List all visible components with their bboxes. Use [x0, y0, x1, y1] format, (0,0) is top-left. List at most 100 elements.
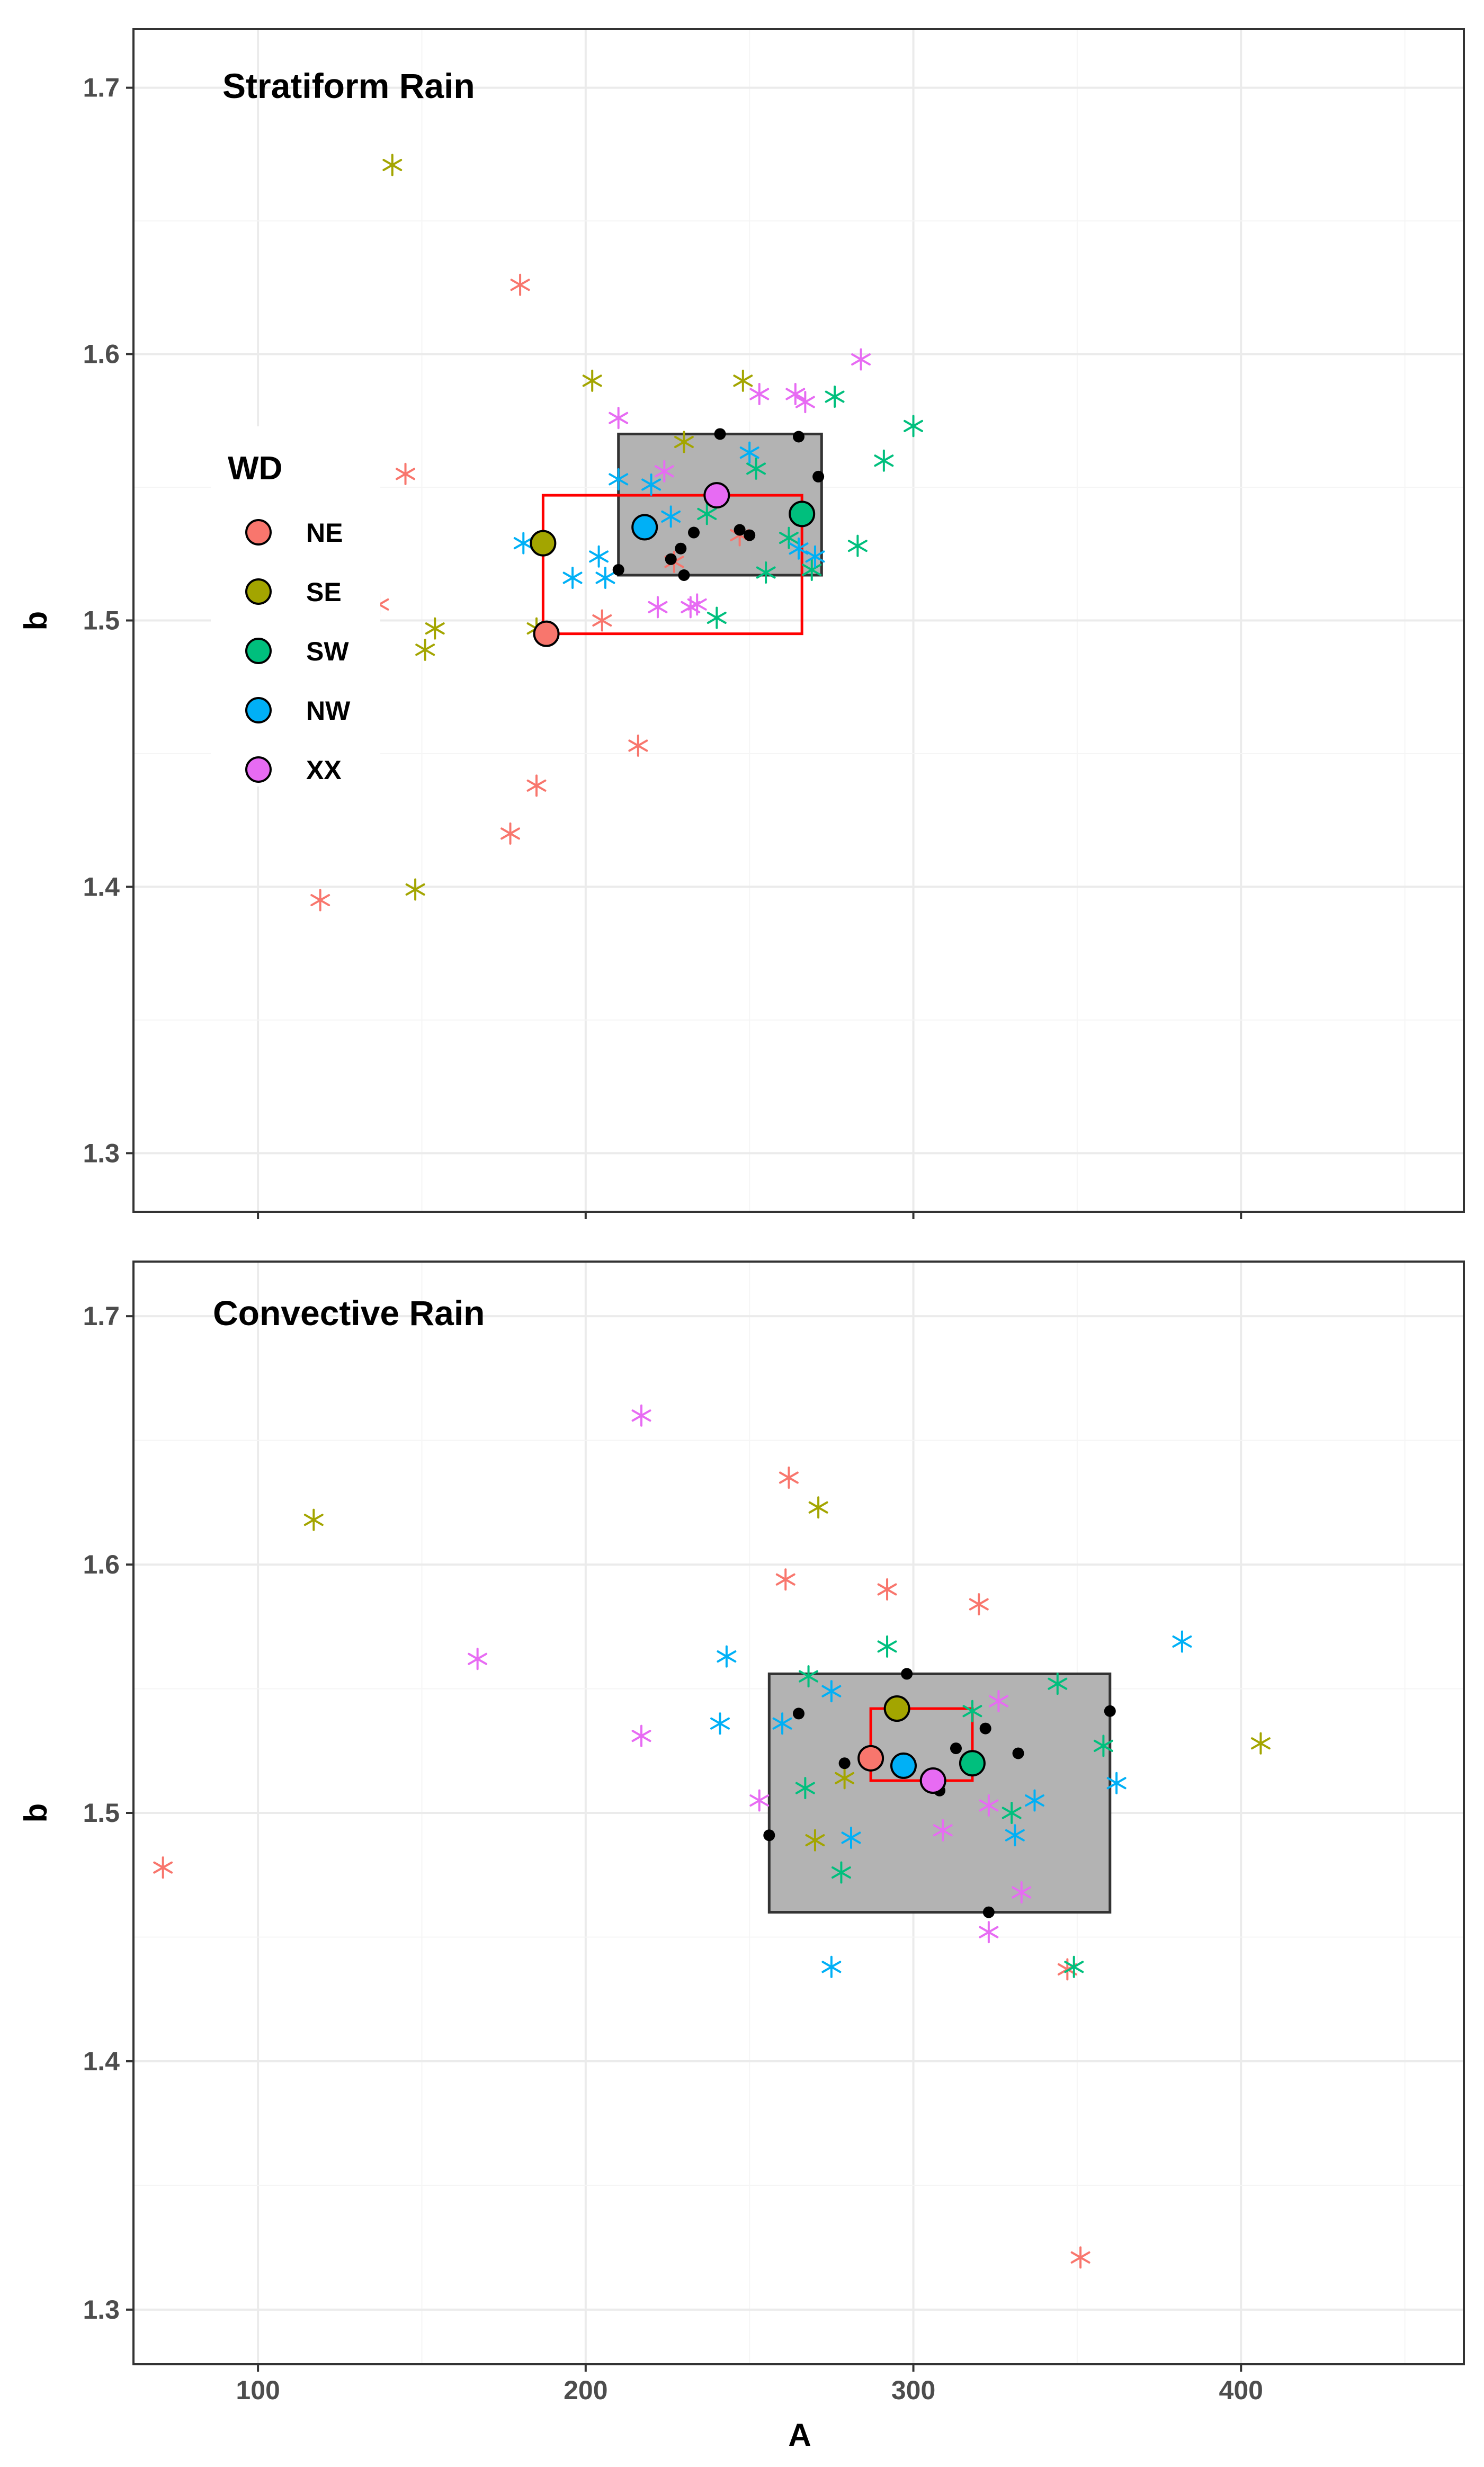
point-sw: [1048, 1673, 1068, 1695]
point-sw: [802, 558, 822, 581]
point-sw: [1093, 1735, 1113, 1757]
legend-key-ne: [245, 519, 272, 546]
black-point: [665, 553, 677, 565]
point-xx: [631, 1724, 651, 1747]
star-stroke: [772, 1717, 792, 1730]
star-stroke: [739, 446, 759, 459]
black-point: [678, 569, 690, 582]
black-points: [612, 428, 825, 582]
point-se: [1250, 1732, 1271, 1755]
point-nw: [513, 532, 533, 555]
star-stroke: [746, 462, 766, 475]
point-se: [405, 878, 425, 901]
black-point: [1012, 1747, 1024, 1759]
point-xx: [785, 383, 806, 406]
point-ne: [877, 1578, 897, 1601]
y-tick-label: 1.6: [83, 339, 120, 369]
black-point: [763, 1829, 775, 1842]
point-se: [582, 369, 602, 392]
star-stroke: [1005, 1829, 1025, 1842]
x-tick-label: 100: [236, 2375, 280, 2405]
mean-point-nw: [631, 514, 658, 541]
mean-point-ne: [857, 1745, 884, 1772]
star-stroke: [904, 419, 924, 432]
star-stroke: [877, 1640, 897, 1653]
point-nw: [805, 545, 825, 568]
point-nw: [772, 1712, 792, 1735]
point-nw: [609, 468, 629, 490]
point-xx: [749, 1789, 770, 1812]
star-stroke: [674, 436, 694, 449]
black-point: [688, 526, 700, 539]
grid-lines: [133, 29, 1464, 1212]
point-sw: [779, 526, 799, 549]
group-means-range: [541, 494, 803, 636]
point-nw: [595, 567, 615, 589]
star-stroke: [631, 1730, 651, 1742]
star-stroke: [756, 566, 776, 579]
y-tick-label: 1.4: [83, 2046, 120, 2076]
black-point: [612, 564, 624, 576]
star-stroke: [396, 468, 415, 480]
star-stroke: [500, 827, 520, 840]
mean-point-se: [883, 1695, 910, 1722]
star-stroke: [847, 540, 868, 552]
star-stroke: [799, 1670, 819, 1683]
point-nw: [821, 1955, 842, 1978]
black-point: [734, 524, 746, 536]
star-stroke: [609, 412, 629, 424]
star-stroke: [628, 739, 648, 752]
point-ne: [628, 734, 648, 757]
star-stroke: [1250, 1737, 1271, 1750]
legend-label-xx: XX: [306, 755, 342, 785]
star-stroke: [707, 611, 727, 624]
black-point: [982, 1906, 995, 1918]
mean-point-xx: [703, 482, 730, 509]
point-se: [733, 369, 753, 392]
star-stroke: [589, 550, 609, 563]
legend-key-nw: [245, 697, 272, 723]
star-stroke: [779, 1471, 799, 1484]
star-stroke: [831, 1866, 851, 1879]
point-se: [415, 638, 435, 661]
mean-point-nw: [890, 1752, 917, 1779]
star-stroke: [1070, 2251, 1090, 2264]
star-stroke: [1093, 1739, 1113, 1752]
point-xx: [609, 407, 629, 430]
grid-lines: [133, 1262, 1464, 2364]
black-point: [793, 431, 804, 443]
legend-title: WD: [228, 450, 282, 487]
point-nw: [789, 537, 809, 560]
point-nw: [661, 505, 681, 528]
y-tick-label: 1.3: [83, 1138, 120, 1168]
star-stroke: [1172, 1635, 1192, 1648]
star-stroke: [1002, 1807, 1022, 1819]
star-stroke: [710, 1717, 730, 1730]
point-nw: [1025, 1789, 1044, 1812]
mean-point-sw: [789, 500, 816, 528]
point-xx: [687, 593, 707, 616]
y-tick-label: 1.7: [83, 73, 120, 103]
mean-point-sw: [959, 1750, 986, 1777]
star-stroke: [310, 894, 330, 907]
star-stroke: [648, 601, 668, 613]
star-stroke: [802, 564, 822, 576]
point-sw: [825, 386, 845, 408]
panel-title: Stratiform Rain: [222, 66, 475, 105]
point-ne: [775, 1568, 795, 1591]
black-point: [901, 1668, 913, 1680]
star-stroke: [661, 510, 681, 523]
point-ne: [396, 462, 415, 485]
star-stroke: [805, 1834, 825, 1847]
mean-point-xx: [919, 1767, 946, 1794]
star-stroke: [785, 388, 806, 400]
point-se: [425, 617, 445, 640]
legend-label-se: SE: [306, 577, 342, 607]
point-sw: [904, 415, 924, 437]
star-stroke: [510, 279, 530, 291]
point-xx: [988, 1690, 1008, 1712]
point-sw: [799, 1665, 819, 1688]
x-tick-label: 200: [564, 2375, 607, 2405]
black-point: [950, 1742, 962, 1755]
star-stroke: [582, 374, 602, 387]
